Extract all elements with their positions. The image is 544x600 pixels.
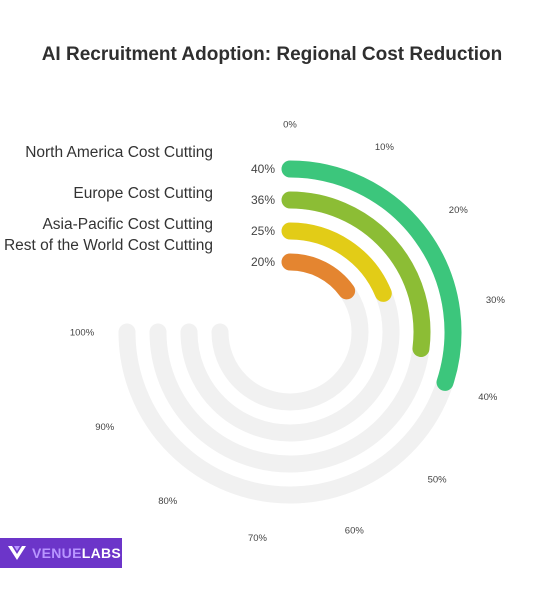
tick-label: 40% <box>478 392 498 403</box>
series-label: Asia-Pacific Cost Cutting <box>42 216 213 233</box>
tick-label: 60% <box>345 525 365 536</box>
chart-bars <box>281 160 462 391</box>
tick-label: 50% <box>428 475 448 486</box>
series-label: North America Cost Cutting <box>25 144 213 161</box>
tick-label: 20% <box>449 205 469 216</box>
tick-label: 30% <box>486 295 506 306</box>
tick-label: 100% <box>70 328 95 339</box>
series-label: Rest of the World Cost Cutting <box>3 237 213 254</box>
tick-label: 0% <box>283 120 297 131</box>
chart-ticks: 0% 10% 20% 30% 40% 50% 60% 70% 80% 90% 100% <box>70 120 506 544</box>
bar-north-america-cost-cutting <box>281 160 462 391</box>
brand-name: VENUELABS <box>32 545 121 561</box>
bar-asia-pacific-cost-cutting <box>281 222 392 302</box>
bar-rest-of-the-world-cost-cutting <box>281 253 356 300</box>
brand-name-part2: LABS <box>81 545 122 561</box>
tick-label: 10% <box>375 142 395 153</box>
brand-name-part1: VENUE <box>32 545 82 561</box>
bar-europe-cost-cutting <box>281 191 431 358</box>
brand-logo: VENUELABS <box>0 538 122 568</box>
tick-label: 70% <box>248 533 268 544</box>
venuelabs-v-logo-icon <box>8 546 26 560</box>
series-label: Europe Cost Cutting <box>73 185 213 202</box>
chart-title: AI Recruitment Adoption: Regional Cost R… <box>41 44 503 65</box>
series-value-label: 40% <box>251 162 276 176</box>
tick-label: 90% <box>95 422 115 433</box>
series-value-label: 20% <box>251 255 276 269</box>
series-value-label: 36% <box>251 193 276 207</box>
tick-label: 80% <box>158 496 178 507</box>
series-value-label: 25% <box>251 224 276 238</box>
